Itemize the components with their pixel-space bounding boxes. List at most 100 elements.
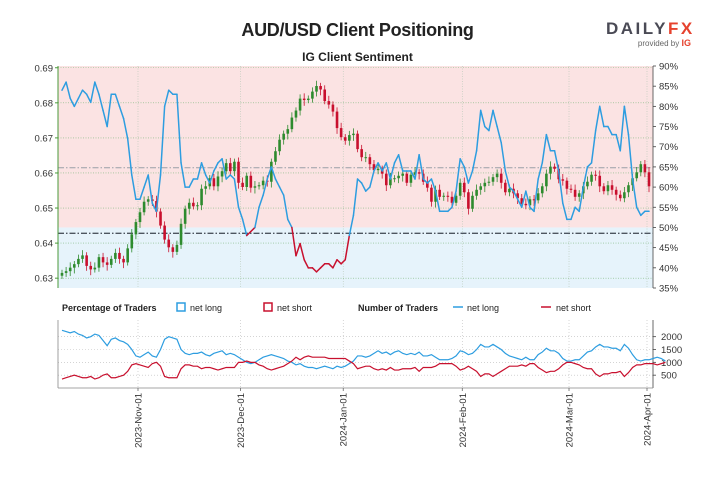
candle-body bbox=[270, 161, 273, 182]
candle-body bbox=[536, 193, 540, 201]
sentiment-segment bbox=[332, 258, 338, 269]
sentiment-segment bbox=[73, 97, 80, 108]
candle-body bbox=[114, 252, 117, 259]
sentiment-segment bbox=[377, 162, 383, 172]
sentiment-segment bbox=[229, 174, 236, 180]
candle-body bbox=[187, 202, 191, 209]
candle-body bbox=[462, 182, 466, 193]
sentiment-segment bbox=[640, 210, 646, 217]
candle-body bbox=[229, 163, 232, 172]
chart-subtitle: IG Client Sentiment bbox=[302, 50, 413, 64]
candle-body bbox=[495, 173, 499, 178]
candle-body bbox=[335, 111, 339, 129]
sentiment-segment bbox=[258, 194, 264, 209]
candle-body bbox=[368, 157, 372, 165]
sentiment-segment bbox=[373, 162, 379, 172]
candle-body bbox=[315, 85, 318, 92]
candle-body bbox=[118, 252, 121, 259]
sentiment-segment bbox=[360, 182, 367, 192]
sentiment-segment bbox=[61, 81, 67, 91]
candle-body bbox=[294, 110, 298, 118]
sentiment-segment bbox=[122, 117, 129, 140]
candle-body bbox=[167, 239, 171, 248]
candle-body bbox=[224, 163, 228, 172]
sentiment-segment bbox=[463, 166, 470, 184]
sentiment-segment bbox=[496, 125, 502, 144]
count-tick-label: 500 bbox=[661, 371, 677, 382]
sentiment-segment bbox=[155, 174, 162, 213]
candle-body bbox=[545, 173, 548, 187]
sentiment-segment bbox=[471, 150, 478, 172]
candle-body bbox=[364, 157, 368, 159]
legend-pct-title: Percentage of Traders bbox=[62, 303, 157, 313]
candle-body bbox=[413, 172, 417, 175]
logo-provider: provided by IG bbox=[637, 38, 691, 48]
sentiment-segment bbox=[266, 166, 273, 180]
sentiment-segment bbox=[484, 125, 490, 132]
sentiment-segment bbox=[500, 141, 507, 172]
candle-body bbox=[105, 262, 109, 265]
left-tick-label: 0.67 bbox=[35, 133, 54, 144]
candle-body bbox=[192, 202, 195, 207]
sentiment-segment bbox=[295, 242, 301, 257]
logo-wordmark: DAILYFX bbox=[606, 19, 695, 38]
right-tick-label: 40% bbox=[659, 263, 679, 274]
sentiment-segment bbox=[106, 93, 113, 128]
sentiment-segment bbox=[204, 174, 211, 184]
candle-body bbox=[249, 175, 253, 188]
candle-body bbox=[438, 189, 441, 197]
left-tick-label: 0.63 bbox=[35, 274, 54, 285]
sentiment-segment bbox=[118, 105, 125, 120]
count-tick-label: 1000 bbox=[661, 358, 682, 369]
sentiment-segment bbox=[328, 263, 334, 269]
candle-body bbox=[610, 185, 614, 190]
left-tick-label: 0.69 bbox=[35, 63, 54, 74]
sentiment-segment bbox=[344, 234, 351, 261]
candle-body bbox=[101, 257, 105, 263]
sentiment-segment bbox=[282, 194, 289, 221]
sentiment-segment bbox=[520, 190, 527, 209]
sentiment-segment bbox=[167, 89, 174, 96]
candle-body bbox=[73, 264, 76, 268]
sentiment-segment bbox=[504, 170, 511, 188]
candle-body bbox=[93, 267, 97, 270]
legend-num-title: Number of Traders bbox=[358, 303, 438, 313]
x-tick-label: 2024-Apr-01 bbox=[643, 393, 654, 446]
legend-num-short-label: net short bbox=[556, 303, 592, 313]
count-tick-label: 2000 bbox=[661, 332, 682, 343]
net-long-zone bbox=[58, 227, 653, 288]
left-tick-label: 0.66 bbox=[35, 168, 54, 179]
sentiment-segment bbox=[262, 178, 268, 196]
sentiment-segment bbox=[447, 206, 453, 213]
sentiment-segment bbox=[114, 93, 121, 108]
candle-body bbox=[302, 98, 306, 101]
candle-body bbox=[216, 176, 220, 187]
sentiment-segment bbox=[98, 93, 104, 112]
candle-body bbox=[200, 188, 203, 206]
candle-body bbox=[204, 186, 207, 189]
candle-body bbox=[401, 173, 405, 176]
sentiment-segment bbox=[410, 170, 416, 180]
sentiment-segment bbox=[529, 206, 535, 213]
candle-body bbox=[212, 178, 216, 187]
candle-body bbox=[389, 178, 392, 186]
candle-body bbox=[598, 175, 602, 187]
dailyfx-logo: DAILYFX provided by IG bbox=[606, 19, 695, 48]
sentiment-segment bbox=[525, 190, 531, 209]
candle-body bbox=[504, 182, 507, 193]
sentiment-segment bbox=[291, 226, 297, 257]
candle-body bbox=[376, 168, 380, 171]
net-short-count-line bbox=[61, 355, 666, 380]
sentiment-segment bbox=[176, 93, 182, 164]
sentiment-segment bbox=[381, 162, 388, 172]
candle-body bbox=[491, 177, 495, 182]
sentiment-segment bbox=[479, 109, 486, 128]
right-tick-label: 45% bbox=[659, 243, 679, 254]
left-tick-label: 0.68 bbox=[35, 98, 54, 109]
legend-pct-short-label: net short bbox=[277, 303, 313, 313]
sentiment-segment bbox=[582, 166, 589, 188]
candle-body bbox=[233, 161, 236, 172]
candle-body bbox=[159, 211, 162, 226]
sentiment-segment bbox=[369, 170, 375, 188]
candle-body bbox=[142, 201, 146, 213]
